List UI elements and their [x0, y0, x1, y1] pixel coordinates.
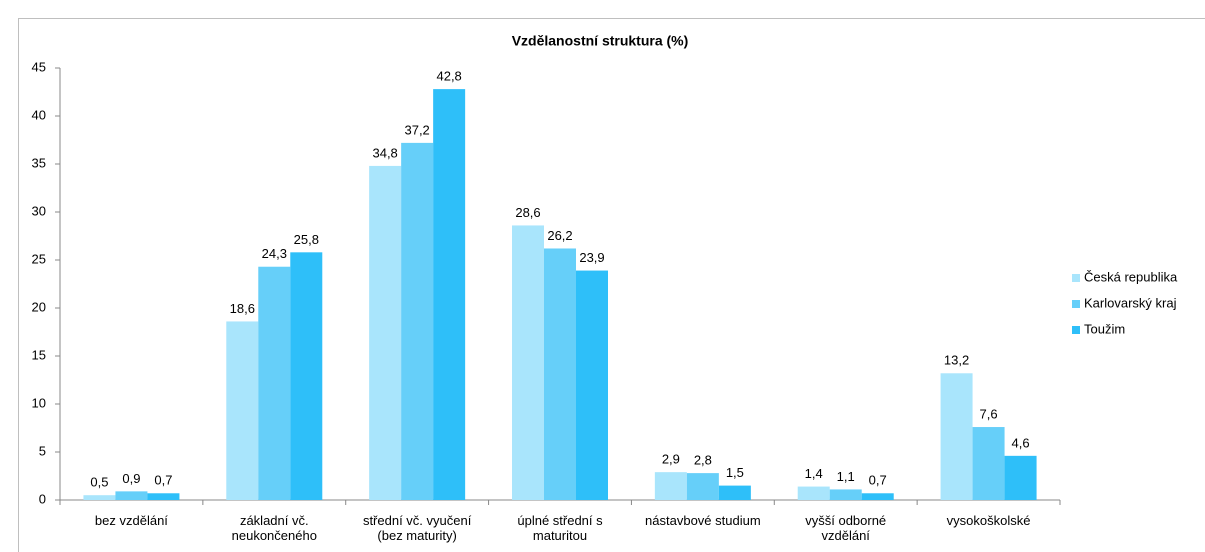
data-label: 24,3 — [262, 246, 287, 261]
data-label: 4,6 — [1012, 435, 1030, 450]
y-tick-label: 0 — [39, 491, 46, 506]
y-tick-label: 5 — [39, 443, 46, 458]
data-label: 2,8 — [694, 453, 712, 468]
x-tick-label: střední vč. vyučení (bez maturity) — [362, 513, 472, 543]
bar — [258, 266, 291, 500]
data-label: 34,8 — [372, 145, 397, 160]
data-label: 0,9 — [122, 471, 140, 486]
bar — [512, 225, 544, 500]
y-tick-label: 10 — [32, 395, 46, 410]
y-tick-label: 25 — [32, 251, 46, 266]
y-tick-label: 20 — [32, 299, 46, 314]
bar — [940, 373, 973, 500]
data-label: 28,6 — [515, 205, 540, 220]
chart-title: Vzdělanostní struktura (%) — [512, 33, 689, 49]
y-tick-label: 45 — [32, 59, 46, 74]
bar — [718, 485, 751, 500]
data-label: 23,9 — [579, 250, 604, 265]
data-label: 0,5 — [90, 475, 108, 490]
bar — [401, 142, 434, 500]
y-tick-label: 40 — [32, 107, 46, 122]
bar — [686, 473, 719, 500]
y-tick-label: 15 — [32, 347, 46, 362]
data-label: 0,7 — [154, 473, 172, 488]
bar — [433, 89, 466, 501]
x-tick-label: vysokoškolské — [946, 513, 1031, 528]
bar — [369, 165, 402, 501]
legend-swatch — [1072, 326, 1080, 334]
data-label: 26,2 — [547, 228, 572, 243]
legend-swatch — [1072, 274, 1080, 282]
legend-label: Česká republika — [1084, 269, 1178, 284]
x-tick-label: základní vč. neukončeného — [231, 513, 317, 543]
bar — [972, 427, 1005, 500]
data-label: 7,6 — [980, 406, 998, 421]
bar — [829, 489, 862, 500]
bar — [290, 252, 323, 500]
x-tick-label: bez vzdělání — [94, 513, 168, 528]
data-label: 37,2 — [404, 122, 429, 137]
legend-label: Toužim — [1084, 321, 1125, 336]
data-label: 2,9 — [662, 452, 680, 467]
bar — [654, 472, 687, 500]
x-tick-label: nástavbové studium — [645, 513, 761, 528]
chart-frame — [18, 18, 1205, 552]
data-label: 1,4 — [805, 466, 823, 481]
data-label: 1,1 — [837, 469, 855, 484]
bar — [115, 491, 148, 500]
bar — [147, 493, 180, 500]
bar — [83, 495, 116, 500]
y-tick-label: 35 — [32, 155, 46, 170]
data-label: 18,6 — [230, 301, 255, 316]
bar — [861, 493, 894, 500]
legend-label: Karlovarský kraj — [1084, 295, 1177, 310]
bar — [797, 486, 830, 500]
bar — [544, 248, 576, 500]
data-label: 42,8 — [436, 69, 461, 84]
legend-swatch — [1072, 300, 1080, 308]
data-label: 13,2 — [944, 353, 969, 368]
data-label: 1,5 — [726, 465, 744, 480]
x-tick-label: vyšší odborné vzdělání — [805, 513, 887, 543]
data-label: 25,8 — [294, 232, 319, 247]
y-tick-label: 30 — [32, 203, 46, 218]
bar — [226, 321, 259, 500]
bar — [1004, 455, 1037, 500]
data-label: 0,7 — [869, 473, 887, 488]
bar — [576, 270, 608, 500]
x-tick-label: úplné střední s maturitou — [517, 513, 603, 543]
